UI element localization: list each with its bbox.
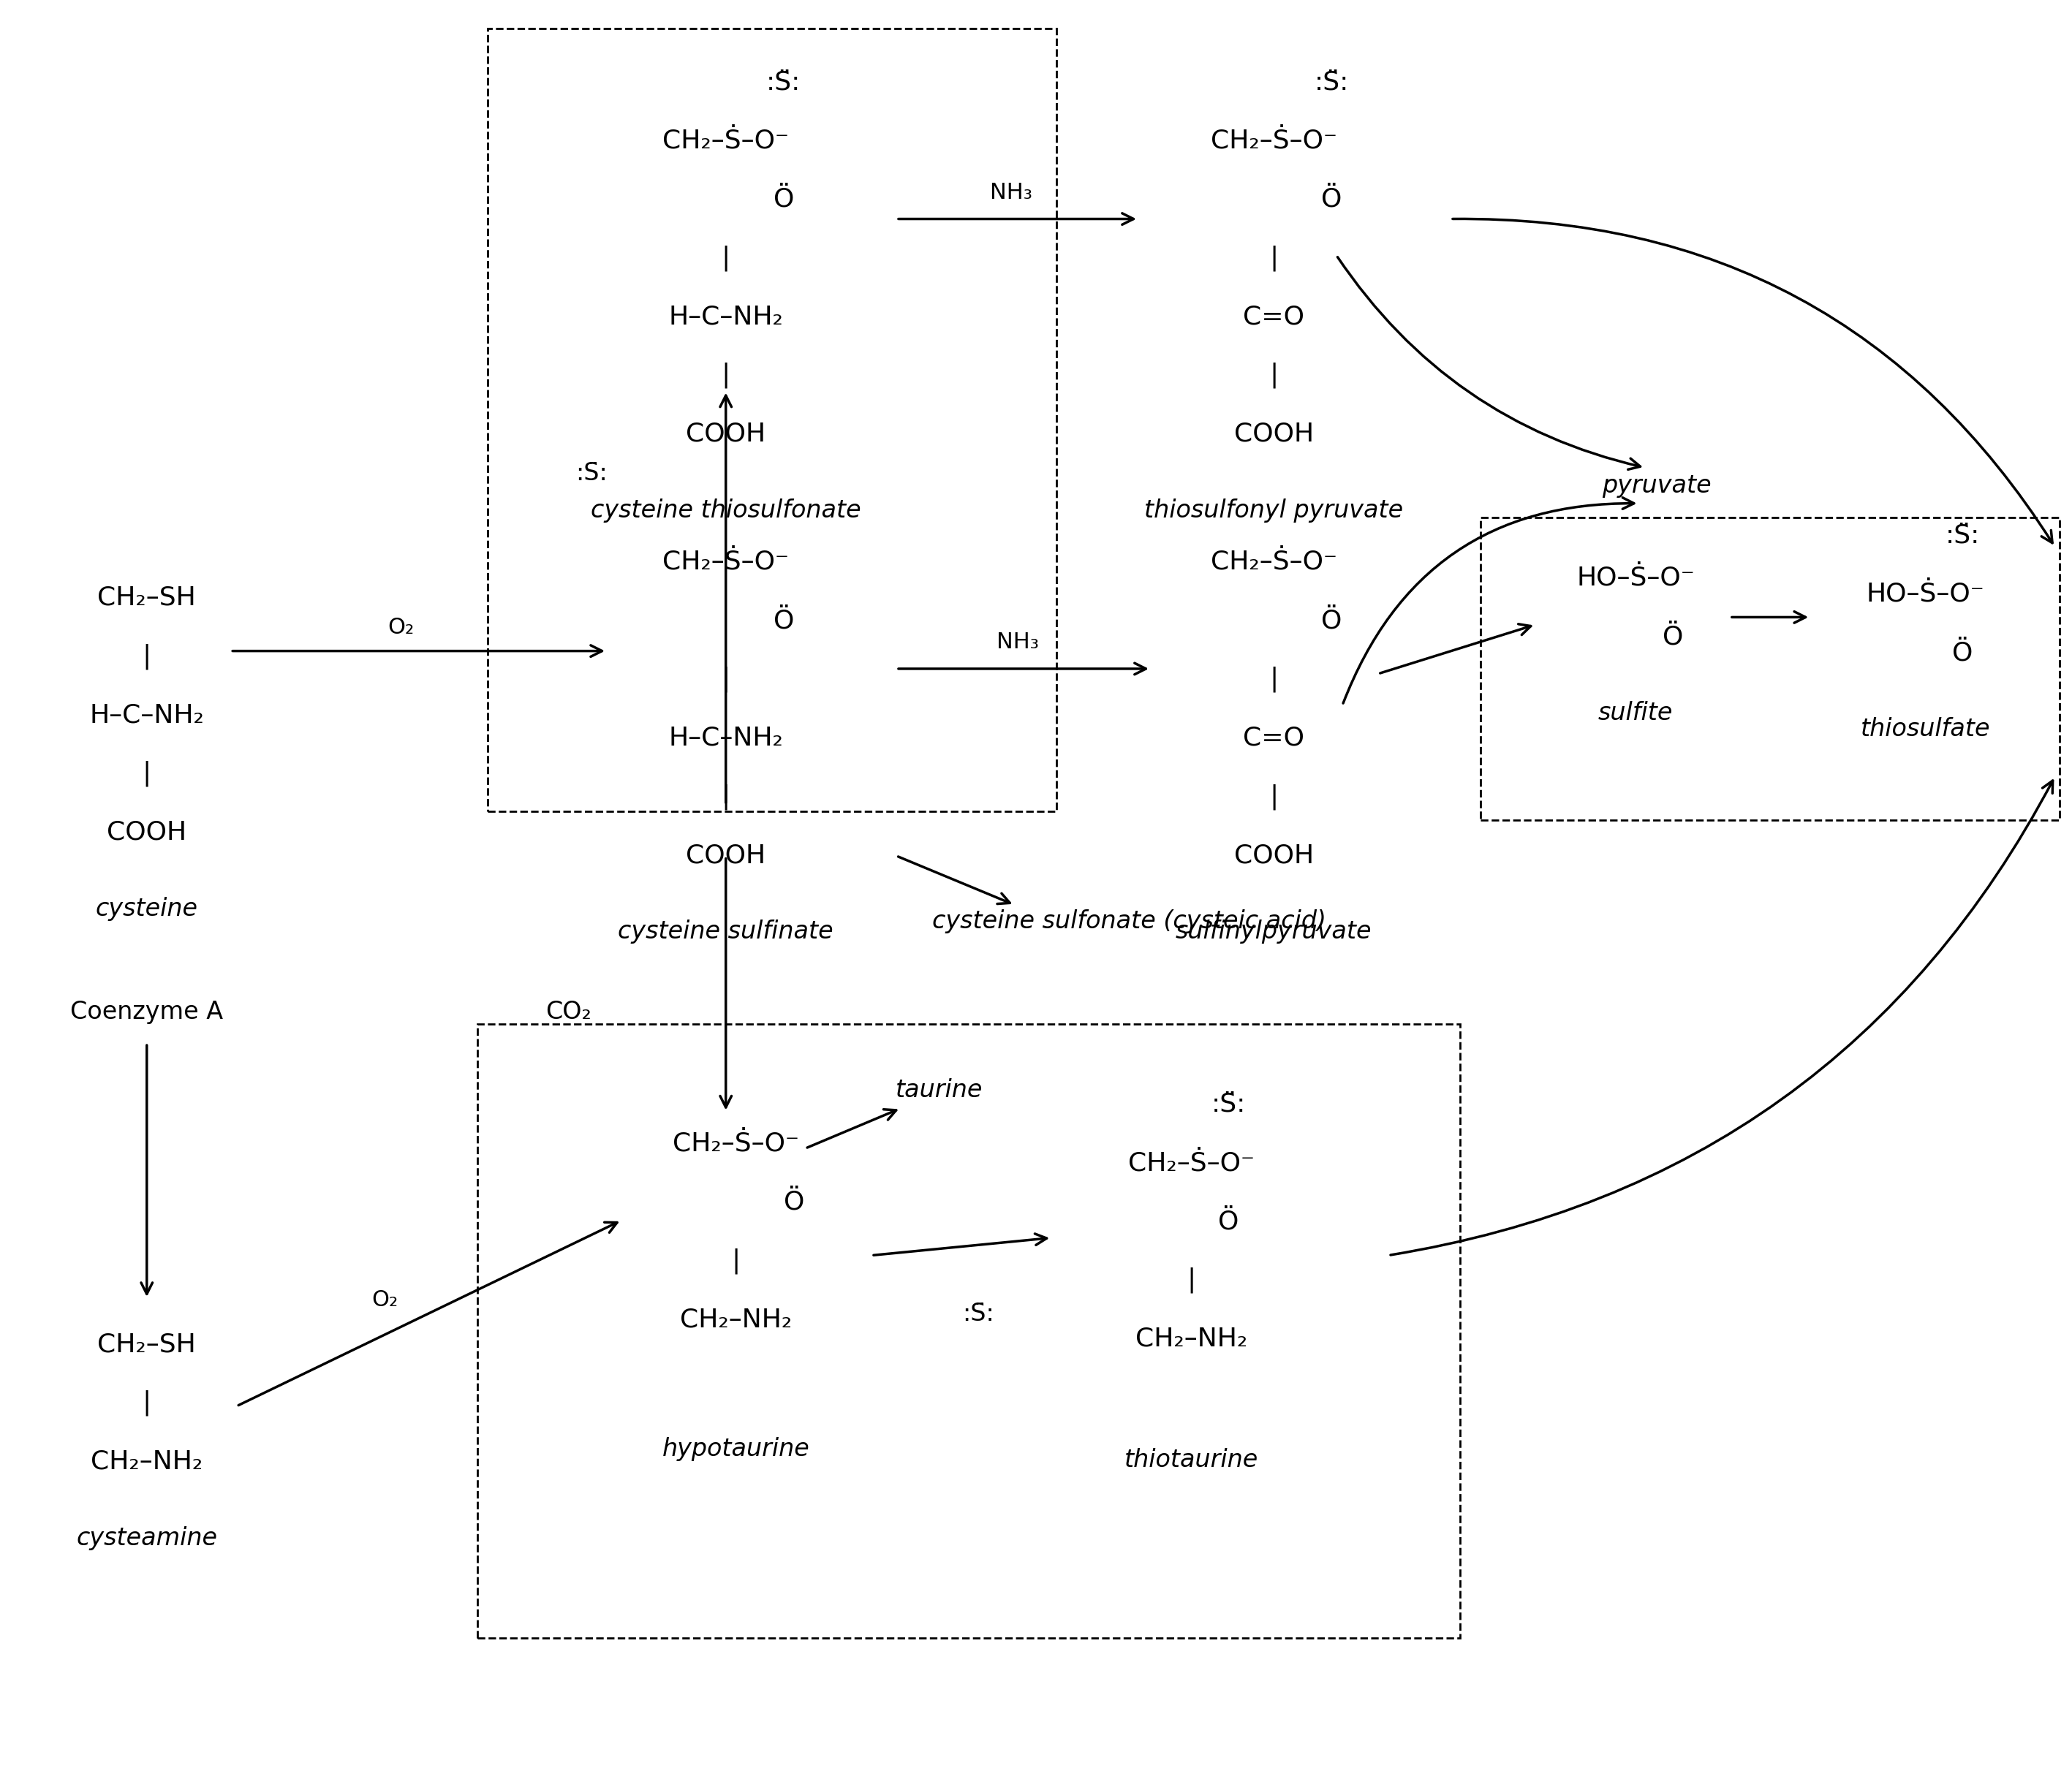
Text: CH₂–SH: CH₂–SH [97, 1331, 197, 1356]
Text: O₂: O₂ [387, 617, 414, 638]
Text: Coenzyme A: Coenzyme A [70, 1000, 224, 1025]
Text: C=O: C=O [1243, 305, 1305, 330]
Text: |: | [721, 784, 729, 809]
FancyArrowPatch shape [808, 1110, 897, 1148]
Text: CH₂–SH: CH₂–SH [97, 584, 197, 609]
FancyArrowPatch shape [897, 857, 1009, 903]
Text: :S̈:: :S̈: [1314, 69, 1349, 94]
Text: Ö: Ö [1322, 608, 1343, 633]
Text: Ö: Ö [773, 608, 794, 633]
Text: CH₂–NH₂: CH₂–NH₂ [680, 1306, 792, 1331]
Text: |: | [143, 643, 151, 670]
Text: sulfinylpyruvate: sulfinylpyruvate [1175, 920, 1372, 944]
Text: H–C–NH₂: H–C–NH₂ [669, 725, 783, 750]
Text: pyruvate: pyruvate [1602, 474, 1711, 497]
Text: Ö: Ö [1218, 1210, 1239, 1235]
Text: HO–Ṡ–O⁻: HO–Ṡ–O⁻ [1867, 581, 1985, 606]
Text: Ö: Ö [773, 187, 794, 212]
Text: |: | [143, 761, 151, 786]
FancyArrowPatch shape [874, 1233, 1046, 1255]
Text: |: | [1187, 1267, 1196, 1294]
Text: CH₂–Ṡ–O⁻: CH₂–Ṡ–O⁻ [673, 1132, 800, 1157]
Text: NH₃: NH₃ [997, 631, 1038, 652]
Text: sulfite: sulfite [1598, 700, 1672, 725]
Text: COOH: COOH [108, 820, 186, 845]
Text: |: | [1270, 784, 1278, 809]
Text: |: | [721, 246, 729, 271]
Text: Ö: Ö [1662, 624, 1682, 649]
FancyArrowPatch shape [1343, 497, 1635, 704]
Text: COOH: COOH [1235, 422, 1314, 447]
Text: CH₂–Ṡ–O⁻: CH₂–Ṡ–O⁻ [1210, 549, 1336, 574]
Text: CH₂–Ṡ–O⁻: CH₂–Ṡ–O⁻ [1127, 1151, 1254, 1176]
Text: :S̈:: :S̈: [1946, 522, 1979, 547]
Text: |: | [1270, 362, 1278, 388]
Text: O₂: O₂ [371, 1290, 398, 1310]
Text: CH₂–Ṡ–O⁻: CH₂–Ṡ–O⁻ [663, 128, 789, 153]
Text: COOH: COOH [686, 843, 767, 868]
FancyArrowPatch shape [899, 214, 1133, 225]
FancyArrowPatch shape [1339, 257, 1641, 469]
Text: |: | [1270, 666, 1278, 693]
Text: CH₂–Ṡ–O⁻: CH₂–Ṡ–O⁻ [1210, 128, 1336, 153]
Text: CH₂–Ṡ–O⁻: CH₂–Ṡ–O⁻ [663, 549, 789, 574]
Text: :S̈:: :S̈: [767, 69, 802, 94]
FancyArrowPatch shape [899, 663, 1146, 674]
Bar [479, 1025, 1461, 1638]
FancyArrowPatch shape [1390, 781, 2053, 1255]
Text: Ö: Ö [783, 1190, 804, 1215]
Text: |: | [731, 1247, 740, 1274]
Text: CH₂–NH₂: CH₂–NH₂ [1135, 1326, 1247, 1351]
FancyArrowPatch shape [238, 1222, 617, 1406]
Bar [1481, 517, 2060, 820]
Text: CO₂: CO₂ [545, 1000, 593, 1025]
Text: thiotaurine: thiotaurine [1125, 1449, 1258, 1472]
Text: thiosulfonyl pyruvate: thiosulfonyl pyruvate [1144, 499, 1403, 522]
Text: |: | [721, 362, 729, 388]
FancyArrowPatch shape [1732, 611, 1805, 624]
FancyArrowPatch shape [721, 859, 731, 1107]
Text: COOH: COOH [1235, 843, 1314, 868]
Text: :S̈:: :S̈: [1210, 1092, 1245, 1117]
Text: |: | [143, 1390, 151, 1417]
Text: C=O: C=O [1243, 725, 1305, 750]
Text: hypotaurine: hypotaurine [663, 1438, 810, 1461]
Text: :S̈:: :S̈: [576, 462, 607, 485]
Text: cysteamine: cysteamine [77, 1525, 218, 1550]
Text: NH₃: NH₃ [990, 182, 1032, 203]
FancyArrowPatch shape [721, 396, 731, 802]
Text: H–C–NH₂: H–C–NH₂ [669, 305, 783, 330]
Text: |: | [721, 666, 729, 693]
Bar [489, 29, 1057, 811]
Text: HO–Ṡ–O⁻: HO–Ṡ–O⁻ [1577, 565, 1695, 590]
Text: cysteine sulfinate: cysteine sulfinate [617, 920, 833, 944]
Text: COOH: COOH [686, 422, 767, 447]
Text: :S̈:: :S̈: [961, 1303, 995, 1326]
Text: |: | [1270, 246, 1278, 271]
FancyArrowPatch shape [1380, 624, 1531, 674]
Text: Ö: Ö [1322, 187, 1343, 212]
FancyArrowPatch shape [232, 645, 603, 656]
FancyArrowPatch shape [141, 1046, 153, 1294]
Text: Ö: Ö [1952, 640, 1973, 665]
Text: cysteine: cysteine [95, 896, 199, 921]
Text: cysteine thiosulfonate: cysteine thiosulfonate [591, 499, 862, 522]
Text: taurine: taurine [895, 1078, 982, 1103]
Text: cysteine sulfonate (cysteic acid): cysteine sulfonate (cysteic acid) [932, 909, 1326, 934]
Text: H–C–NH₂: H–C–NH₂ [89, 702, 205, 727]
FancyArrowPatch shape [1452, 219, 2053, 544]
Text: thiosulfate: thiosulfate [1861, 716, 1989, 741]
Text: CH₂–NH₂: CH₂–NH₂ [91, 1449, 203, 1474]
